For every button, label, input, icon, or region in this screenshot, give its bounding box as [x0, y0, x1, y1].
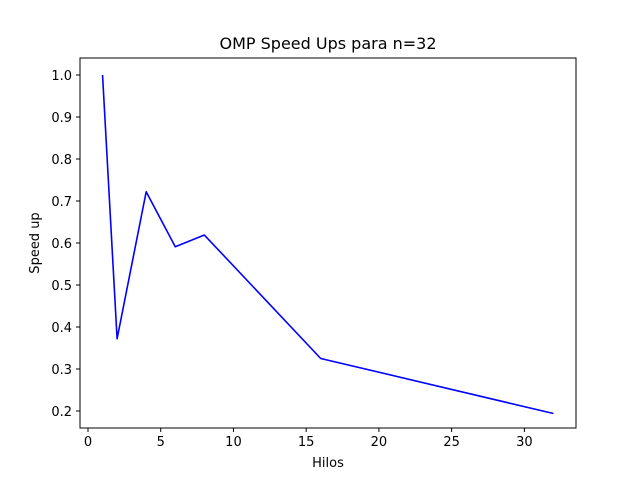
y-tick-label: 0.7: [51, 195, 72, 210]
x-tick-label: 25: [443, 435, 460, 450]
plot-frame: [79, 57, 577, 429]
y-axis-label: Speed up: [28, 212, 43, 273]
x-tick-label: 0: [84, 435, 92, 450]
x-axis: 0 5 10 15 20 25 30: [84, 428, 533, 450]
x-tick-label: 30: [516, 435, 533, 450]
plot-area: 0 5 10 15 20 25 30 0.2 0.3 0.4 0.5 0.6 0.7 0.8 0.9 1.0: [51, 57, 577, 450]
chart-title: OMP Speed Ups para n=32: [220, 34, 437, 53]
y-axis: 0.2 0.3 0.4 0.5 0.6 0.7 0.8 0.9 1.0: [51, 69, 80, 420]
y-tick-label: 0.2: [51, 405, 72, 420]
x-tick-label: 15: [298, 435, 315, 450]
x-tick-label: 20: [371, 435, 388, 450]
x-tick-label: 10: [225, 435, 242, 450]
y-tick-label: 0.8: [51, 153, 72, 168]
series-layer: [101, 74, 554, 415]
x-tick-label: 5: [157, 435, 165, 450]
x-axis-label: Hilos: [312, 456, 344, 471]
y-tick-label: 1.0: [51, 69, 72, 84]
y-tick-label: 0.5: [51, 279, 72, 294]
y-tick-label: 0.3: [51, 363, 72, 378]
y-tick-label: 0.6: [51, 237, 72, 252]
series-line: [101, 74, 554, 415]
y-tick-label: 0.9: [51, 111, 72, 126]
y-tick-label: 0.4: [51, 321, 72, 336]
